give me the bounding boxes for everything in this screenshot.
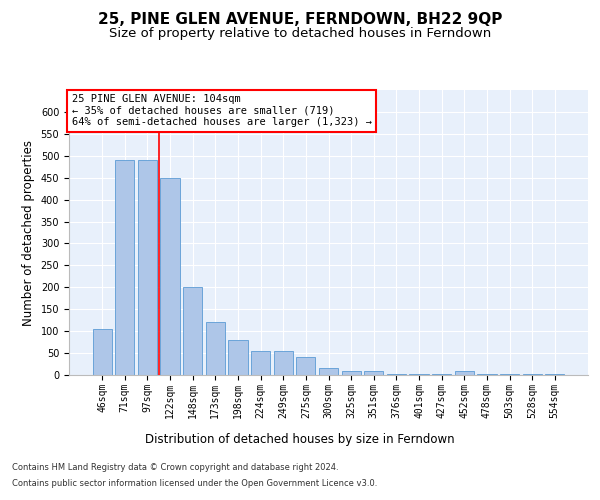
Y-axis label: Number of detached properties: Number of detached properties [22, 140, 35, 326]
Bar [455, 372, 474, 375]
Bar [138, 160, 157, 375]
Bar [523, 374, 542, 375]
Bar [341, 370, 361, 375]
Text: Contains HM Land Registry data © Crown copyright and database right 2024.: Contains HM Land Registry data © Crown c… [12, 462, 338, 471]
Bar [183, 288, 202, 375]
Text: 25, PINE GLEN AVENUE, FERNDOWN, BH22 9QP: 25, PINE GLEN AVENUE, FERNDOWN, BH22 9QP [98, 12, 502, 28]
Bar [296, 358, 316, 375]
Text: Distribution of detached houses by size in Ferndown: Distribution of detached houses by size … [145, 432, 455, 446]
Text: Contains public sector information licensed under the Open Government Licence v3: Contains public sector information licen… [12, 479, 377, 488]
Text: 25 PINE GLEN AVENUE: 104sqm
← 35% of detached houses are smaller (719)
64% of se: 25 PINE GLEN AVENUE: 104sqm ← 35% of det… [71, 94, 371, 128]
Bar [432, 374, 451, 375]
Bar [160, 178, 180, 375]
Bar [115, 160, 134, 375]
Bar [206, 322, 225, 375]
Bar [409, 374, 428, 375]
Bar [387, 374, 406, 375]
Bar [545, 374, 565, 375]
Bar [500, 374, 519, 375]
Bar [251, 351, 270, 375]
Bar [274, 351, 293, 375]
Bar [364, 370, 383, 375]
Bar [229, 340, 248, 375]
Bar [92, 329, 112, 375]
Bar [319, 368, 338, 375]
Bar [477, 374, 497, 375]
Text: Size of property relative to detached houses in Ferndown: Size of property relative to detached ho… [109, 28, 491, 40]
